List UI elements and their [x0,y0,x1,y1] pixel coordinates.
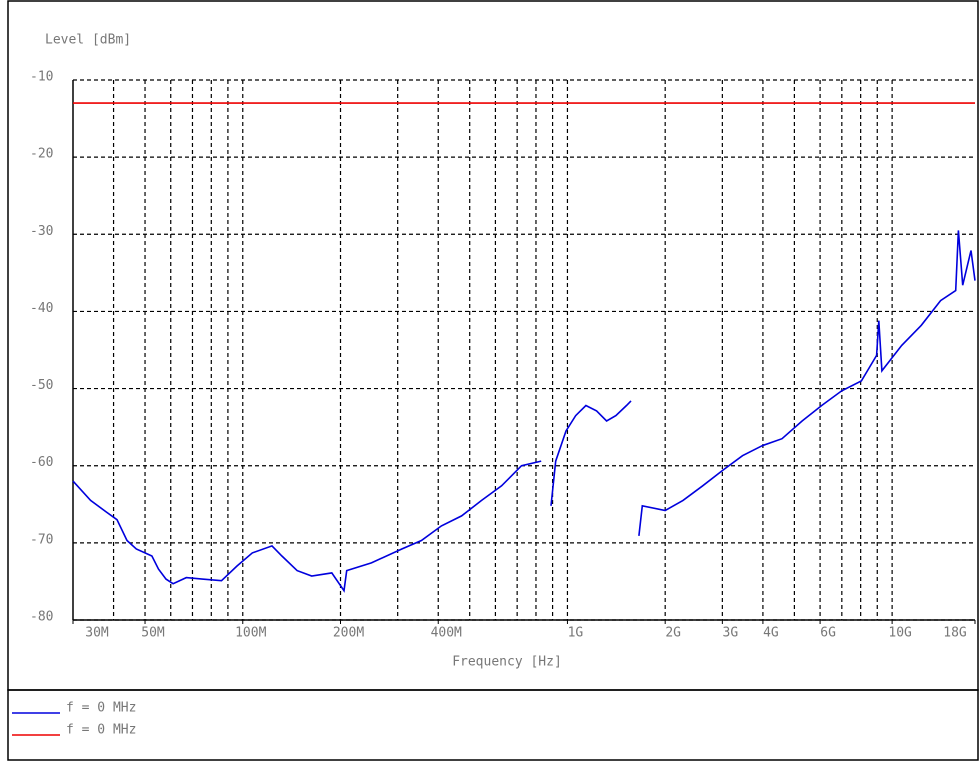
x-tick-label: 18G [943,626,967,641]
legend-frame [7,689,979,761]
x-tick-label: 6G [820,626,836,641]
x-tick-label: 3G [723,626,739,641]
data-line [638,230,976,536]
legend-label: f = 0 MHz [66,723,136,738]
x-tick-label: 400M [431,626,462,641]
x-tick-label: 30M [85,626,109,641]
x-tick-label: 10G [888,626,912,641]
y-tick-label: -10 [30,70,53,85]
x-axis-label: Frequency [Hz] [452,655,562,670]
chart-frame [7,0,979,691]
y-tick-label: -40 [30,301,53,316]
x-tick-label: 2G [665,626,681,641]
y-tick-label: -30 [30,224,53,239]
y-tick-label: -20 [30,147,53,162]
y-axis-label: Level [dBm] [45,33,131,48]
x-tick-label: 50M [141,626,165,641]
x-tick-label: 1G [568,626,584,641]
y-tick-label: -80 [30,610,53,625]
y-tick-label: -60 [30,455,53,470]
y-tick-label: -70 [30,532,53,547]
data-line [550,400,632,506]
x-tick-label: 200M [333,626,364,641]
legend-label: f = 0 MHz [66,701,136,716]
x-tick-label: 100M [235,626,266,641]
y-tick-label: -50 [30,378,53,393]
x-tick-label: 4G [763,626,779,641]
data-line [72,460,542,593]
